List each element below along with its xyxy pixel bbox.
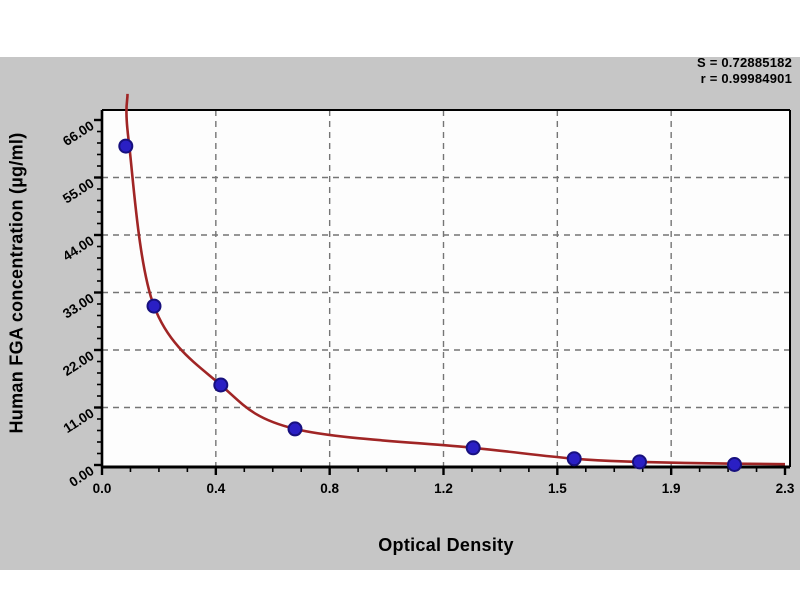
y-tick-label: 22.00: [60, 348, 97, 379]
x-tick-label: 0.0: [93, 481, 112, 496]
plot-area: [102, 110, 790, 467]
x-axis-title: Optical Density: [378, 535, 514, 555]
x-tick-label: 0.8: [320, 481, 339, 496]
data-point-marker: [727, 457, 742, 472]
fit-s-value: S = 0.72885182: [697, 55, 792, 70]
data-point-marker: [118, 138, 134, 154]
y-tick-label: 33.00: [60, 290, 97, 321]
x-tick-label: 0.4: [206, 481, 225, 496]
y-tick-label: 44.00: [60, 233, 97, 264]
y-tick-label: 11.00: [61, 405, 97, 436]
y-axis-title: Human FGA concentration (µg/ml): [6, 132, 27, 434]
data-point-marker: [465, 440, 481, 456]
x-tick-label: 2.3: [776, 481, 795, 496]
y-tick-label: 66.00: [60, 118, 97, 149]
x-tick-label: 1.2: [434, 481, 453, 496]
fit-statistics: S = 0.72885182 r = 0.99984901: [697, 55, 792, 87]
fitted-curve: [125, 93, 786, 466]
x-tick-label: 1.9: [662, 481, 681, 496]
data-point-marker: [632, 454, 647, 470]
x-tick-label: 1.5: [548, 481, 567, 496]
data-point-marker: [213, 377, 229, 393]
data-point-marker: [146, 298, 162, 314]
data-point-marker: [287, 421, 303, 437]
data-point-marker: [566, 451, 582, 467]
fit-r-value: r = 0.99984901: [700, 71, 792, 86]
y-tick-label: 55.00: [60, 175, 97, 206]
